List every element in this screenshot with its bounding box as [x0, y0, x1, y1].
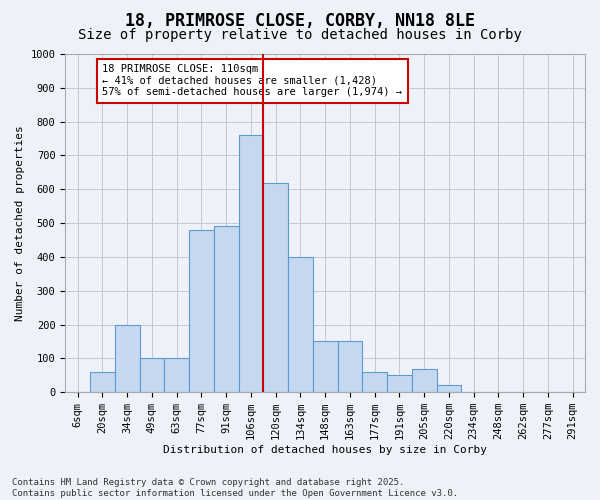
- Text: Size of property relative to detached houses in Corby: Size of property relative to detached ho…: [78, 28, 522, 42]
- Bar: [288, 257, 313, 392]
- Bar: [140, 358, 164, 392]
- Bar: [437, 386, 461, 392]
- Bar: [263, 182, 288, 392]
- Bar: [239, 135, 263, 392]
- X-axis label: Distribution of detached houses by size in Corby: Distribution of detached houses by size …: [163, 445, 487, 455]
- Text: 18, PRIMROSE CLOSE, CORBY, NN18 8LE: 18, PRIMROSE CLOSE, CORBY, NN18 8LE: [125, 12, 475, 30]
- Bar: [90, 372, 115, 392]
- Y-axis label: Number of detached properties: Number of detached properties: [15, 125, 25, 321]
- Text: Contains HM Land Registry data © Crown copyright and database right 2025.
Contai: Contains HM Land Registry data © Crown c…: [12, 478, 458, 498]
- Bar: [313, 342, 338, 392]
- Text: 18 PRIMROSE CLOSE: 110sqm
← 41% of detached houses are smaller (1,428)
57% of se: 18 PRIMROSE CLOSE: 110sqm ← 41% of detac…: [103, 64, 403, 98]
- Bar: [115, 324, 140, 392]
- Bar: [164, 358, 189, 392]
- Bar: [412, 368, 437, 392]
- Bar: [214, 226, 239, 392]
- Bar: [338, 342, 362, 392]
- Bar: [387, 376, 412, 392]
- Bar: [362, 372, 387, 392]
- Bar: [189, 230, 214, 392]
